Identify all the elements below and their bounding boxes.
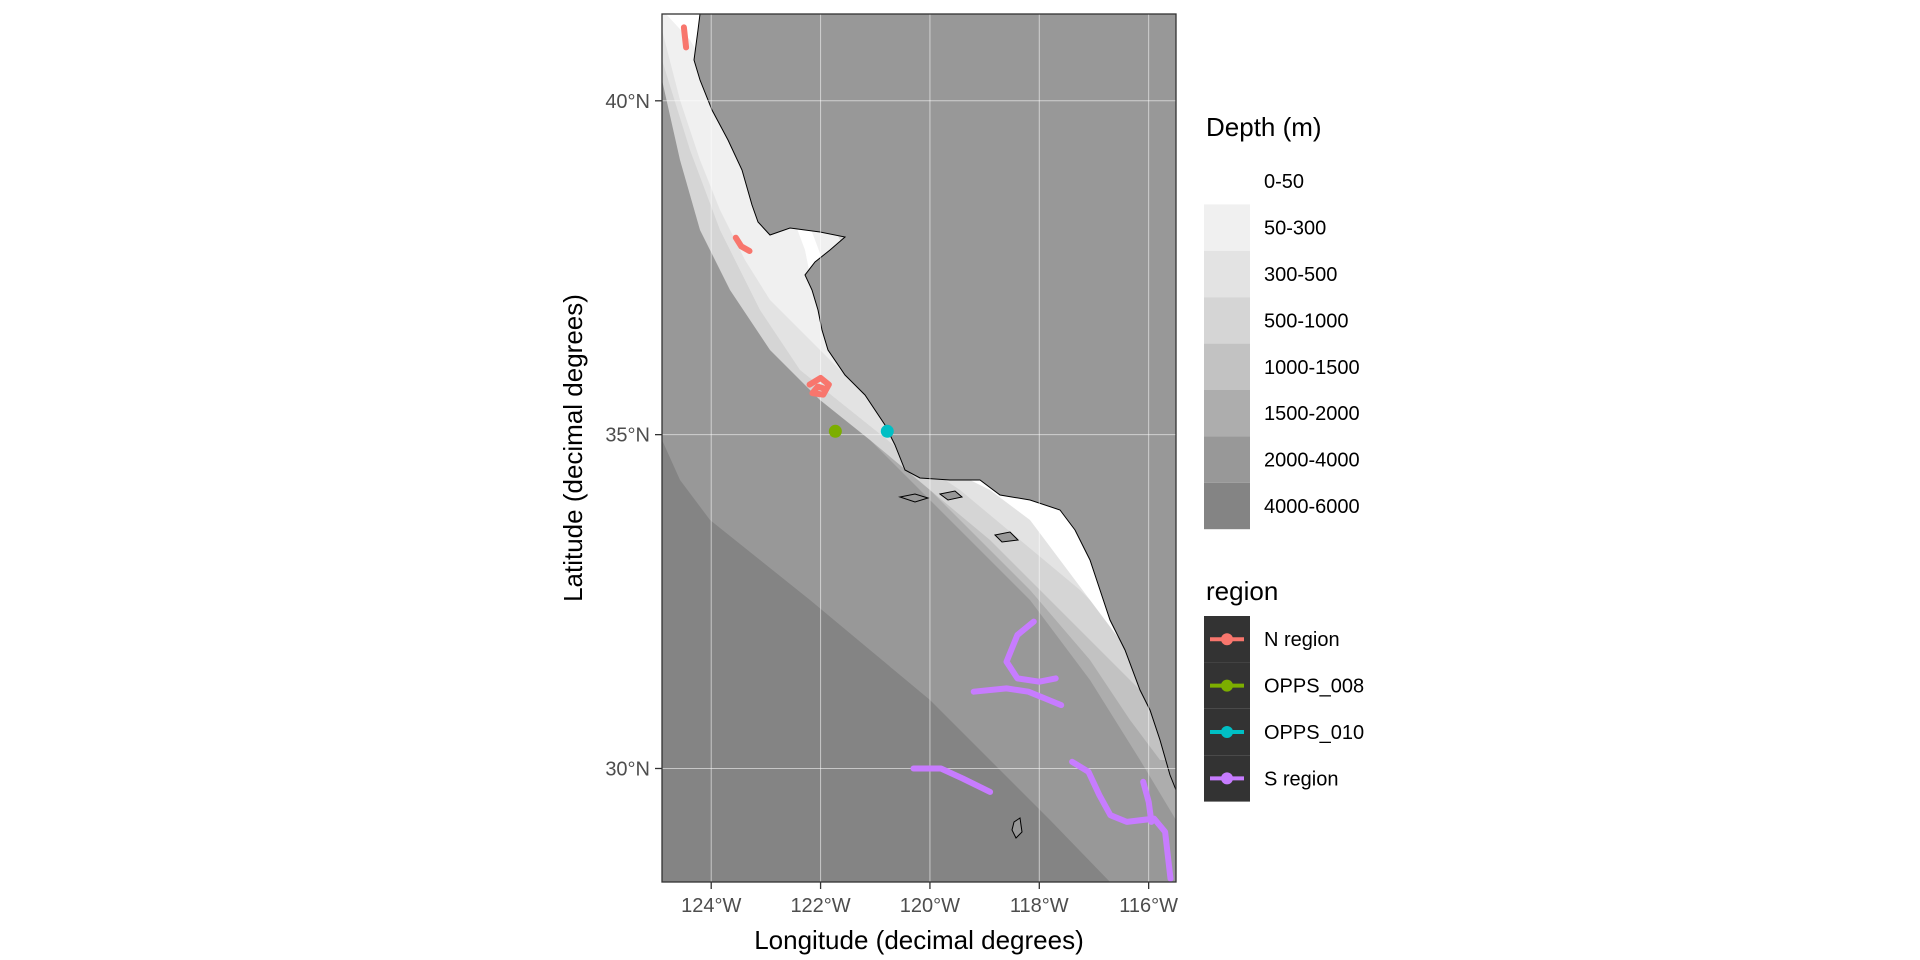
track-s-region bbox=[1003, 618, 1059, 685]
depth-legend-key bbox=[1204, 390, 1250, 437]
region-legend-label: S region bbox=[1264, 768, 1339, 790]
depth-legend-key bbox=[1204, 204, 1250, 251]
survey-tracks bbox=[680, 24, 1174, 882]
region-legend-key-point bbox=[1221, 772, 1233, 785]
x-tick-label: 122°W bbox=[790, 895, 850, 917]
x-tick-label: 120°W bbox=[900, 895, 960, 917]
y-axis-title: Latitude (decimal degrees) bbox=[558, 294, 588, 602]
depth-legend-key bbox=[1204, 343, 1250, 390]
region-legend-label: N region bbox=[1264, 629, 1340, 651]
depth-legend-label: 4000-6000 bbox=[1264, 496, 1360, 518]
x-tick-label: 118°W bbox=[1010, 895, 1069, 917]
depth-band-2000-4000 bbox=[662, 14, 1176, 882]
region-legend-label: OPPS_008 bbox=[1264, 676, 1364, 698]
x-axis-title: Longitude (decimal degrees) bbox=[754, 925, 1084, 955]
station-opps-008 bbox=[828, 424, 842, 438]
track-s-region bbox=[910, 765, 994, 795]
region-legend-title: region bbox=[1206, 576, 1278, 606]
region-legend-key-point bbox=[1221, 679, 1233, 692]
region-legend-key-point bbox=[1221, 726, 1233, 738]
island-guadalupe bbox=[1011, 817, 1023, 839]
track-n-region bbox=[732, 234, 753, 254]
island-channel-1 bbox=[898, 493, 930, 503]
map-panel bbox=[662, 14, 1176, 882]
panel-border bbox=[661, 13, 1177, 883]
depth-legend-key bbox=[1204, 158, 1250, 205]
depth-legend: 0-50 50-300 300-500 500-1000 1000-1500 1500-2… bbox=[1204, 158, 1360, 530]
depth-legend-key bbox=[1204, 436, 1250, 483]
depth-legend-title: Depth (m) bbox=[1206, 112, 1322, 142]
island-channel-2 bbox=[938, 490, 964, 501]
y-tick-label: 35°N bbox=[605, 425, 650, 447]
track-n-region bbox=[806, 374, 832, 398]
depth-legend-label: 1500-2000 bbox=[1264, 403, 1360, 425]
depth-legend-label: 500-1000 bbox=[1264, 310, 1349, 332]
depth-legend-label: 50-300 bbox=[1264, 218, 1326, 240]
depth-legend-key bbox=[1204, 250, 1250, 298]
island-channel-3 bbox=[993, 531, 1020, 543]
region-legend-label: OPPS_010 bbox=[1264, 722, 1364, 744]
region-legend: N region OPPS_008 OPPS_010 S region bbox=[1204, 616, 1364, 802]
x-tick-label: 116°W bbox=[1119, 895, 1178, 917]
y-tick-label: 40°N bbox=[605, 91, 650, 113]
y-axis: 30°N 35°N 40°N bbox=[605, 91, 662, 780]
track-n-region bbox=[680, 24, 690, 51]
depth-legend-label: 1000-1500 bbox=[1264, 357, 1360, 379]
depth-legend-label: 300-500 bbox=[1264, 264, 1337, 286]
land-mass bbox=[693, 14, 1176, 791]
depth-legend-label: 2000-4000 bbox=[1264, 450, 1360, 472]
region-legend-key-point bbox=[1221, 633, 1233, 646]
x-tick-label: 124°W bbox=[681, 895, 741, 917]
islands bbox=[898, 490, 1023, 839]
track-s-region bbox=[970, 685, 1065, 709]
track-s-region bbox=[1140, 778, 1155, 825]
depth-legend-key bbox=[1204, 482, 1250, 530]
x-axis: 124°W 122°W 120°W 118°W 116°W bbox=[681, 882, 1178, 917]
station-opps-010 bbox=[880, 424, 894, 438]
y-tick-label: 30°N bbox=[605, 758, 650, 780]
depth-legend-key bbox=[1204, 297, 1250, 344]
depth-legend-label: 0-50 bbox=[1264, 171, 1304, 193]
track-s-region bbox=[1069, 758, 1174, 882]
